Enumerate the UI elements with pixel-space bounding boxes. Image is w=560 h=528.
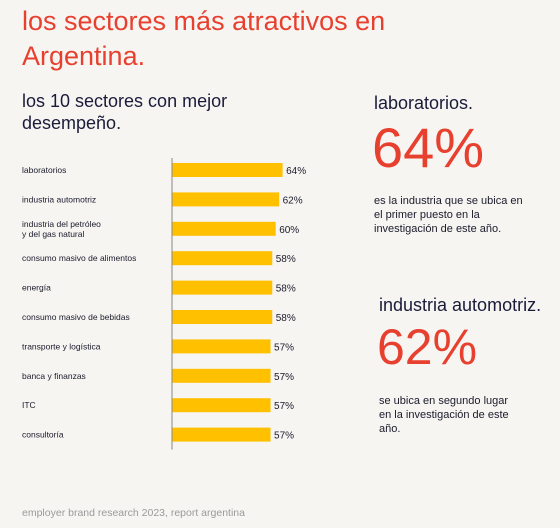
category-label: industria del petróleo y del gas natural xyxy=(22,219,101,239)
bar xyxy=(172,192,280,207)
category-label: ITC xyxy=(22,400,36,410)
bar xyxy=(172,280,273,295)
category-label: banca y finanzas xyxy=(22,371,86,381)
bar xyxy=(172,310,273,324)
bar xyxy=(172,368,271,383)
category-label: energía xyxy=(22,283,51,293)
category-label: consumo masivo de alimentos xyxy=(22,253,136,263)
page-title: los sectores más atractivos en Argentina… xyxy=(22,6,386,71)
value-label: 57% xyxy=(274,431,294,442)
highlight-industria-automotriz: industria automotriz. 62% se ubica en se… xyxy=(377,294,549,436)
value-label: 57% xyxy=(274,342,294,353)
highlight-name: industria automotriz. xyxy=(379,295,542,315)
value-label: 57% xyxy=(274,372,294,383)
bar xyxy=(172,163,283,177)
highlight-description: es la industria que se ubica en el prime… xyxy=(374,195,523,235)
bar xyxy=(172,427,271,442)
category-label: consultoría xyxy=(22,430,64,440)
highlight-percent: 62% xyxy=(377,319,478,375)
bar xyxy=(172,251,273,266)
highlight-laboratorios: laboratorios. 64% es la industria que se… xyxy=(372,92,554,236)
value-label: 62% xyxy=(283,195,303,206)
highlight-description: se ubica en segundo lugar en la investig… xyxy=(379,395,509,435)
bar xyxy=(172,221,276,236)
category-label: consumo masivo de bebidas xyxy=(22,312,130,322)
chart-subtitle: los 10 sectores con mejor desempeño. xyxy=(22,91,228,133)
value-label: 64% xyxy=(286,166,306,177)
footer-source: employer brand research 2023, report arg… xyxy=(22,507,245,519)
category-label: laboratorios xyxy=(22,165,66,175)
value-label: 58% xyxy=(276,313,296,324)
value-label: 57% xyxy=(274,401,294,412)
category-label: transporte y logística xyxy=(22,341,101,351)
highlight-name: laboratorios. xyxy=(374,93,474,113)
value-label: 58% xyxy=(276,254,296,265)
value-label: 58% xyxy=(276,284,296,295)
value-label: 60% xyxy=(279,225,299,236)
highlight-percent: 64% xyxy=(372,116,485,179)
category-label: industria automotriz xyxy=(22,194,96,204)
bar xyxy=(172,339,271,354)
bar xyxy=(172,398,271,413)
sector-bar-chart: 64% laboratorios 62% industria automotriz 60… xyxy=(22,158,306,450)
